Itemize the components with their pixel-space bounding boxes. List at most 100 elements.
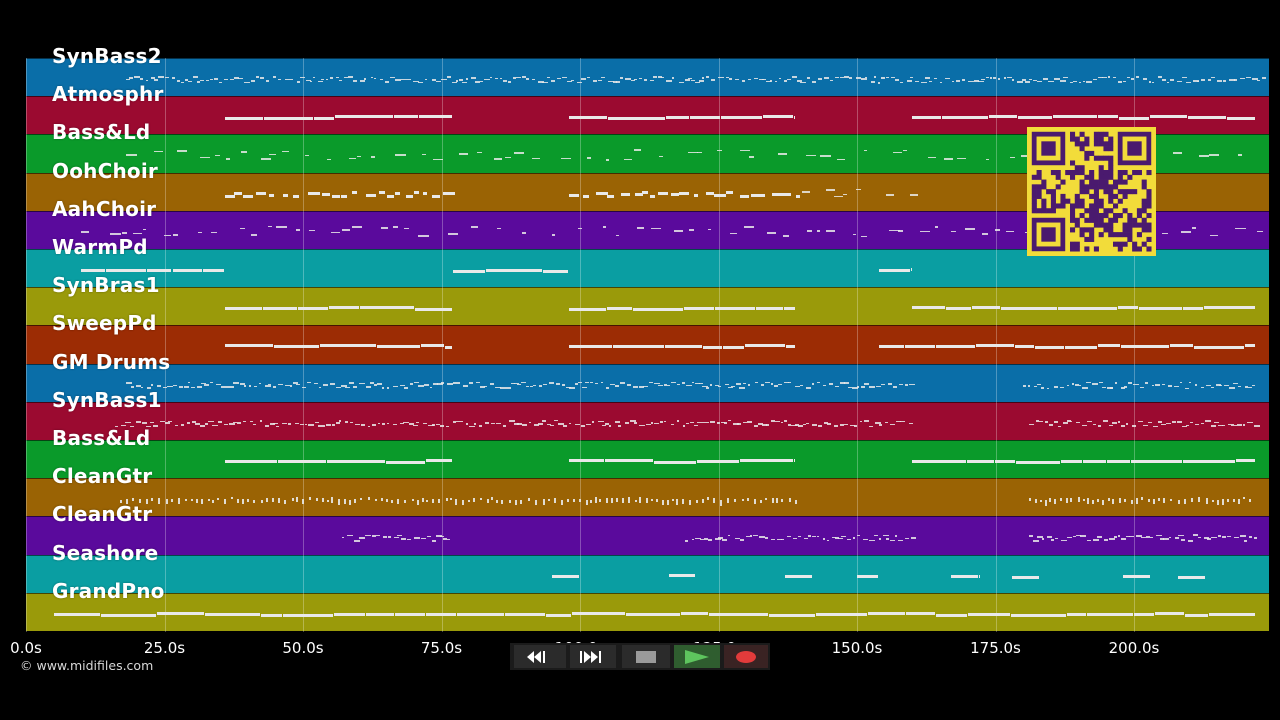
midi-note bbox=[135, 385, 142, 387]
midi-note bbox=[546, 613, 571, 617]
midi-note bbox=[305, 423, 308, 426]
midi-note bbox=[875, 385, 881, 388]
midi-note bbox=[354, 540, 361, 542]
midi-note bbox=[726, 497, 729, 504]
track-label: GM Drums bbox=[52, 349, 171, 374]
midi-note bbox=[212, 499, 215, 503]
midi-note bbox=[683, 425, 686, 427]
midi-note bbox=[258, 382, 262, 385]
midi-note bbox=[1086, 498, 1089, 504]
midi-note bbox=[395, 612, 425, 616]
track-label: Bass&Ld bbox=[52, 426, 151, 450]
midi-note bbox=[452, 421, 456, 423]
midi-note bbox=[861, 235, 867, 238]
midi-note bbox=[644, 79, 648, 81]
midi-note bbox=[1106, 460, 1130, 463]
midi-note bbox=[347, 534, 353, 537]
midi-note bbox=[359, 382, 365, 385]
midi-note bbox=[1032, 79, 1038, 82]
midi-note bbox=[321, 78, 324, 81]
midi-note bbox=[404, 227, 409, 230]
midi-note bbox=[190, 498, 193, 502]
midi-note bbox=[333, 612, 366, 616]
midi-note bbox=[472, 498, 475, 502]
play-button[interactable] bbox=[674, 645, 720, 668]
midi-note bbox=[1177, 500, 1180, 505]
midi-note bbox=[408, 423, 414, 425]
midi-note bbox=[376, 534, 380, 537]
midi-note bbox=[864, 420, 870, 422]
midi-note bbox=[909, 76, 914, 79]
lane-divider bbox=[26, 325, 1269, 327]
stop-button[interactable] bbox=[622, 645, 670, 668]
midi-note bbox=[541, 420, 546, 422]
midi-note bbox=[1078, 497, 1081, 503]
midi-note bbox=[864, 383, 869, 385]
midi-note bbox=[1182, 76, 1188, 79]
midi-note bbox=[927, 156, 937, 159]
midi-note bbox=[1159, 538, 1165, 540]
midi-note bbox=[1211, 536, 1217, 539]
midi-note bbox=[800, 81, 806, 84]
midi-note bbox=[1193, 80, 1199, 82]
midi-note bbox=[249, 420, 254, 423]
midi-note bbox=[341, 385, 347, 387]
midi-note bbox=[924, 77, 930, 79]
midi-note bbox=[998, 78, 1001, 80]
record-button[interactable] bbox=[724, 645, 768, 668]
midi-note bbox=[719, 499, 722, 506]
midi-note bbox=[746, 498, 749, 502]
midi-note bbox=[877, 82, 880, 84]
fast-forward-button[interactable] bbox=[570, 645, 616, 668]
lane-divider bbox=[26, 363, 1269, 365]
midi-note bbox=[824, 422, 829, 424]
midi-note bbox=[650, 227, 662, 230]
midi-note bbox=[1082, 498, 1085, 502]
midi-note bbox=[1102, 386, 1107, 389]
midi-note bbox=[313, 117, 334, 121]
midi-note bbox=[382, 423, 385, 425]
midi-note bbox=[1148, 421, 1153, 424]
lane-divider bbox=[26, 210, 1269, 212]
midi-note bbox=[225, 195, 236, 199]
midi-note bbox=[307, 381, 311, 384]
midi-note bbox=[685, 540, 689, 542]
midi-note bbox=[1231, 424, 1238, 427]
midi-note bbox=[1227, 499, 1230, 503]
midi-note bbox=[329, 77, 334, 79]
midi-note bbox=[241, 498, 244, 505]
midi-note bbox=[1182, 307, 1204, 311]
midi-note bbox=[748, 156, 754, 158]
midi-note bbox=[395, 154, 406, 156]
midi-note bbox=[728, 386, 733, 389]
midi-note bbox=[912, 306, 946, 310]
midi-note bbox=[878, 538, 882, 540]
midi-note bbox=[721, 116, 762, 120]
midi-note bbox=[216, 497, 219, 501]
rewind-button[interactable] bbox=[514, 645, 566, 668]
midi-note bbox=[783, 235, 790, 237]
track-label: CleanGtr bbox=[52, 464, 153, 489]
midi-note bbox=[678, 81, 685, 84]
midi-note bbox=[1174, 537, 1180, 539]
midi-note bbox=[178, 497, 181, 504]
midi-note bbox=[561, 76, 568, 79]
midi-note bbox=[132, 498, 135, 502]
midi-note bbox=[199, 425, 205, 427]
midi-note bbox=[715, 538, 721, 540]
midi-note bbox=[1078, 384, 1081, 387]
midi-note bbox=[210, 78, 213, 81]
midi-note bbox=[1188, 540, 1193, 542]
midi-note bbox=[681, 611, 709, 615]
midi-note bbox=[1001, 307, 1058, 311]
midi-note bbox=[616, 81, 620, 83]
midi-note bbox=[645, 497, 648, 503]
midi-note bbox=[1226, 535, 1231, 538]
midi-note bbox=[1245, 76, 1251, 79]
midi-note bbox=[856, 386, 859, 388]
midi-note bbox=[1054, 499, 1057, 504]
midi-note bbox=[505, 156, 512, 159]
midi-note bbox=[200, 382, 206, 385]
midi-note bbox=[868, 539, 875, 542]
midi-note bbox=[1239, 535, 1246, 537]
